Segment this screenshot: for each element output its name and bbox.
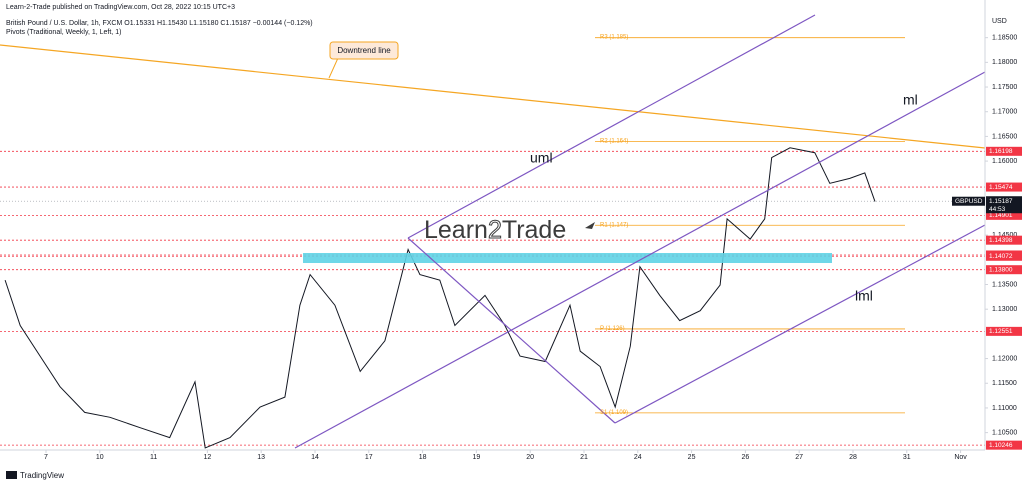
pitchfork-leg <box>407 237 616 424</box>
pivot-label: R1 (1.147) <box>600 222 628 228</box>
watermark-part: Learn <box>424 216 488 244</box>
watermark: Learn2Trade <box>424 215 595 244</box>
pivot-label: R3 (1.185) <box>600 35 628 41</box>
x-tick-label: 7 <box>44 454 48 461</box>
lower-median-line <box>614 224 986 424</box>
x-tick-label: 14 <box>311 454 319 461</box>
watermark-part: 2 <box>488 216 502 244</box>
y-tick-label: 1.16500 <box>992 133 1017 140</box>
y-tick-label: 1.10500 <box>992 429 1017 436</box>
x-tick-label: 17 <box>365 454 373 461</box>
y-tick-label: 1.17000 <box>992 109 1017 116</box>
level-box <box>986 210 1022 220</box>
watermark-part: Trade <box>502 216 566 244</box>
indicator-info: Pivots (Traditional, Weekly, 1, Left, 1) <box>6 29 121 36</box>
level-box <box>986 182 1022 192</box>
pivot-label: P (1.126) <box>600 326 625 332</box>
y-tick-label: 1.12000 <box>992 355 1017 362</box>
footer-brand: TradingView <box>20 471 64 480</box>
lml-label: lml <box>855 288 873 304</box>
price-line <box>4 147 876 449</box>
countdown: 44:53 <box>989 206 1006 213</box>
currency: USD <box>992 18 1007 25</box>
level-label: 1.14901 <box>989 212 1013 219</box>
x-tick-label: 11 <box>150 454 157 461</box>
level-box <box>986 235 1022 245</box>
y-tick-label: 1.13500 <box>992 281 1017 288</box>
x-tick-label: 24 <box>634 454 642 461</box>
tv-logo <box>6 471 17 479</box>
level-box <box>986 326 1022 336</box>
callout-text: Downtrend line <box>337 46 391 55</box>
symbol-box <box>952 196 985 206</box>
callout-pointer <box>328 57 339 79</box>
x-tick-label: Nov <box>954 454 967 461</box>
y-tick-label: 1.18500 <box>992 35 1017 42</box>
x-tick-label: 26 <box>741 454 749 461</box>
upper-median-line <box>407 14 816 239</box>
x-tick-label: 21 <box>580 454 588 461</box>
y-tick-label: 1.16000 <box>992 158 1017 165</box>
last-price-label: 1.15187 <box>989 198 1013 205</box>
watermark-arrow <box>585 222 595 229</box>
level-label: 1.13800 <box>989 266 1013 273</box>
downtrend-line <box>0 44 986 149</box>
level-label: 1.14072 <box>989 253 1013 260</box>
level-label: 1.14398 <box>989 237 1013 244</box>
x-tick-label: 31 <box>903 454 911 461</box>
y-tick-label: 1.11500 <box>992 380 1017 387</box>
publisher: Learn-2-Trade published on TradingView.c… <box>6 4 235 11</box>
x-tick-label: 19 <box>472 454 480 461</box>
support-zone <box>303 253 832 263</box>
y-tick-label: 1.13000 <box>992 306 1017 313</box>
uml-label: uml <box>530 150 553 166</box>
y-tick-label: 1.11000 <box>992 405 1017 412</box>
x-tick-label: 28 <box>849 454 857 461</box>
level-box <box>986 440 1022 450</box>
x-tick-label: 18 <box>419 454 427 461</box>
symbol-label: GBPUSD <box>955 198 983 205</box>
x-tick-label: 27 <box>795 454 803 461</box>
x-tick-label: 20 <box>526 454 534 461</box>
ml-label: ml <box>903 92 918 108</box>
last-price-box <box>986 196 1022 214</box>
y-tick-label: 1.17500 <box>992 84 1017 91</box>
symbol-info: British Pound / U.S. Dollar, 1h, FXCM O1… <box>6 20 313 27</box>
x-tick-label: 12 <box>203 454 211 461</box>
x-tick-label: 10 <box>96 454 104 461</box>
y-tick-label: 1.14500 <box>992 232 1017 239</box>
level-label: 1.16198 <box>989 148 1013 155</box>
level-box <box>986 146 1022 156</box>
pivot-label: S1 (1.109) <box>600 410 628 416</box>
level-box <box>986 265 1022 275</box>
pivot-label: R2 (1.164) <box>600 138 628 144</box>
callout-box <box>329 41 399 60</box>
median-line <box>294 71 986 449</box>
x-tick-label: 13 <box>257 454 265 461</box>
watermark-text: Learn2Trade <box>424 216 566 244</box>
level-label: 1.12551 <box>989 328 1013 335</box>
level-label: 1.15474 <box>989 184 1013 191</box>
level-box <box>986 251 1022 261</box>
level-label: 1.10246 <box>989 442 1013 449</box>
y-tick-label: 1.18000 <box>992 59 1017 66</box>
x-tick-label: 25 <box>688 454 696 461</box>
